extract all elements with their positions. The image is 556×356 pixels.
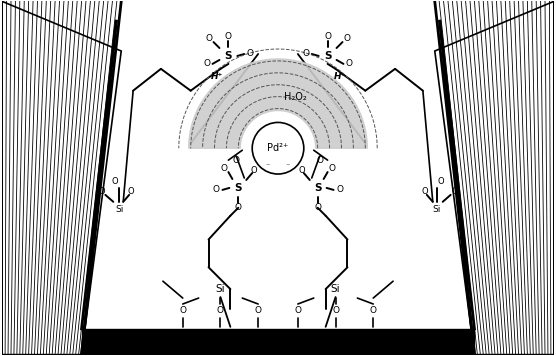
Text: H⁺: H⁺ (210, 72, 222, 81)
Text: O: O (255, 307, 262, 315)
Polygon shape (2, 1, 121, 355)
Text: O: O (294, 307, 301, 315)
Text: O: O (451, 187, 458, 197)
Text: Si: Si (331, 284, 340, 294)
Polygon shape (435, 1, 554, 355)
Text: O: O (225, 32, 232, 41)
Text: O: O (203, 59, 210, 68)
Text: Si: Si (216, 284, 225, 294)
Text: O: O (299, 166, 305, 174)
Text: O: O (233, 156, 240, 164)
Text: O: O (316, 156, 323, 164)
Text: S: S (324, 51, 331, 61)
Text: ⁻: ⁻ (266, 162, 270, 171)
Bar (82, 329, 474, 355)
Circle shape (252, 122, 304, 174)
Text: O: O (221, 163, 228, 173)
Text: O: O (112, 178, 118, 187)
Text: O: O (314, 203, 321, 212)
Text: O: O (346, 59, 353, 68)
Bar (82, 355, 474, 356)
Text: O: O (336, 185, 343, 194)
Text: O: O (213, 185, 220, 194)
Text: O: O (332, 307, 339, 315)
Text: O: O (251, 166, 257, 174)
Text: S: S (235, 183, 242, 193)
Text: ⁻: ⁻ (286, 162, 290, 171)
Text: Si: Si (115, 205, 123, 214)
Text: O: O (205, 33, 212, 43)
Text: Pd²⁺: Pd²⁺ (267, 143, 289, 153)
Text: S: S (225, 51, 232, 61)
Text: O: O (128, 187, 135, 197)
Text: O: O (328, 163, 335, 173)
Text: O: O (217, 307, 224, 315)
Text: O: O (302, 49, 309, 58)
Text: Si: Si (433, 205, 441, 214)
Text: O: O (324, 32, 331, 41)
Text: H₂O₂: H₂O₂ (285, 91, 307, 102)
Text: O: O (421, 187, 428, 197)
Text: O: O (344, 33, 351, 43)
Text: O: O (370, 307, 377, 315)
Text: O: O (438, 178, 444, 187)
Text: O: O (98, 187, 105, 197)
Text: O: O (179, 307, 186, 315)
Polygon shape (188, 59, 368, 148)
Text: S: S (314, 183, 321, 193)
Text: H⁺: H⁺ (334, 72, 346, 81)
Text: O: O (247, 49, 254, 58)
Text: O: O (235, 203, 242, 212)
